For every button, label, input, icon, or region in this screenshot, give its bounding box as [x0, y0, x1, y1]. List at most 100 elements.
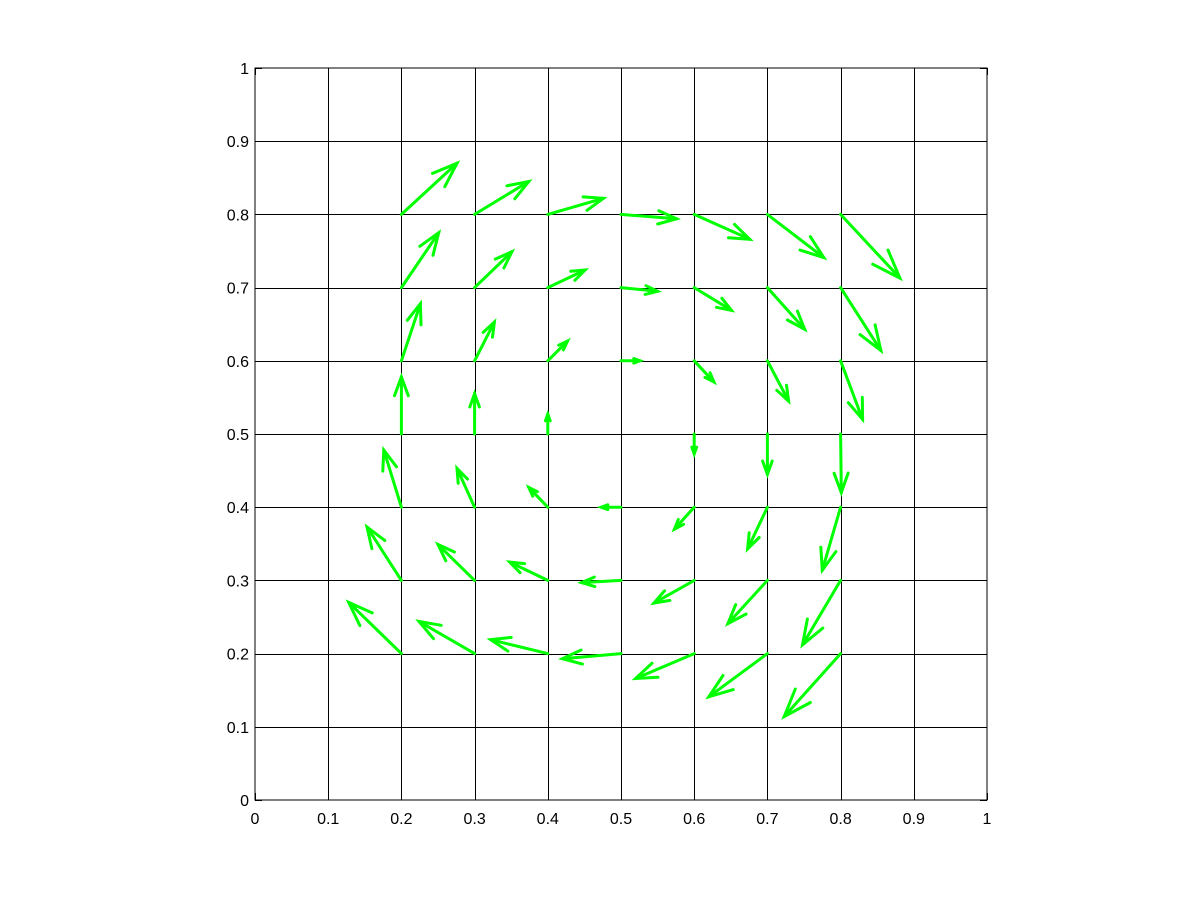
arrow-head	[434, 541, 456, 563]
arrow-head	[656, 209, 681, 226]
arrow-head	[832, 471, 850, 498]
vector-arrow	[800, 578, 843, 649]
vector-arrow	[765, 286, 808, 333]
arrow-shaft	[692, 286, 734, 312]
vector-arrow	[399, 229, 442, 290]
arrow-head	[781, 687, 812, 720]
arrow-head	[690, 445, 699, 459]
arrow-shaft	[765, 359, 791, 403]
arrow-shaft	[619, 286, 660, 293]
arrow-head	[581, 195, 608, 212]
vector-arrow	[765, 359, 791, 405]
vector-arrow	[671, 505, 696, 533]
arrow-shaft	[527, 485, 550, 509]
arrow-shaft	[382, 448, 403, 509]
arrow-head	[557, 337, 571, 352]
arrow-head	[871, 248, 903, 282]
vector-arrow	[596, 503, 623, 512]
x-tick-label: 0.1	[317, 811, 339, 828]
arrow-head	[858, 323, 884, 355]
arrow-shaft	[782, 652, 843, 719]
y-tick-label: 0.4	[227, 500, 249, 517]
vector-arrow	[473, 248, 516, 290]
vector-arrow	[558, 648, 623, 666]
vector-arrow	[761, 432, 774, 479]
arrow-shaft	[579, 578, 623, 585]
arrow-shaft	[365, 525, 403, 582]
arrow-head	[455, 464, 469, 485]
arrow-head	[415, 619, 443, 641]
vector-arrow	[705, 652, 769, 700]
y-tick-label: 0.8	[227, 207, 249, 224]
y-tick-label: 0.2	[227, 647, 249, 664]
vector-arrows	[345, 160, 903, 720]
vector-arrow	[399, 160, 461, 216]
vector-arrow	[692, 212, 754, 242]
arrow-head	[632, 357, 645, 365]
arrow-shaft	[692, 359, 716, 384]
arrow-shaft	[839, 212, 902, 280]
arrow-head	[785, 309, 808, 333]
arrow-head	[798, 235, 828, 261]
y-tick-label: 0	[240, 793, 249, 810]
arrow-head	[745, 531, 761, 553]
arrow-shaft	[489, 638, 550, 656]
vector-arrow	[525, 484, 550, 509]
vector-arrow	[577, 575, 623, 589]
arrow-shaft	[347, 600, 403, 656]
vector-arrow	[381, 445, 403, 509]
arrow-head	[486, 635, 513, 653]
arrow-head	[650, 589, 672, 606]
vector-arrow	[486, 635, 550, 656]
y-tick-label: 0.7	[227, 281, 249, 298]
arrow-shaft	[839, 359, 865, 421]
vector-arrow	[468, 389, 481, 436]
vector-arrow	[546, 337, 571, 363]
arrow-shaft	[508, 560, 550, 582]
arrow-head	[577, 575, 597, 589]
arrow-head	[505, 179, 533, 201]
vector-arrow	[619, 209, 681, 226]
arrow-shaft	[417, 619, 477, 656]
vector-arrow	[839, 359, 865, 424]
arrow-shaft	[746, 505, 769, 551]
vector-arrow	[819, 505, 843, 575]
x-tick-label: 0.8	[829, 811, 851, 828]
x-tick-labels: 0 0.1 0.2 0.3 0.4 0.5 0.6 0.7 0.8 0.9 1	[251, 811, 992, 828]
arrow-head	[418, 229, 442, 257]
arrow-shaft	[560, 652, 623, 661]
arrow-shaft	[399, 161, 459, 216]
vector-arrow	[345, 599, 403, 656]
vector-arrow	[692, 286, 736, 313]
vector-arrow	[393, 372, 410, 436]
arrow-head	[345, 599, 374, 628]
arrow-shaft	[455, 466, 477, 509]
vector-arrow	[546, 268, 590, 290]
axis-ticks	[255, 68, 988, 801]
arrow-head	[727, 222, 754, 242]
vector-arrow	[692, 359, 718, 386]
arrow-head	[569, 268, 590, 282]
arrow-shaft	[619, 212, 679, 221]
arrow-shaft	[546, 339, 570, 363]
arrow-head	[381, 445, 398, 473]
y-tick-label: 0.1	[227, 720, 249, 737]
arrow-shaft	[692, 212, 752, 241]
x-tick-label: 0.6	[683, 811, 705, 828]
arrow-shaft	[726, 578, 769, 626]
arrow-shaft	[634, 652, 696, 680]
vector-arrow	[543, 409, 552, 436]
arrow-shaft	[436, 543, 477, 582]
arrow-head	[724, 603, 748, 627]
arrow-head	[405, 299, 423, 327]
vector-arrow	[839, 212, 903, 282]
vector-arrow	[455, 464, 477, 509]
vector-arrow	[619, 357, 645, 365]
vector-arrow	[415, 619, 477, 656]
arrow-head	[596, 503, 610, 512]
arrow-head	[671, 518, 686, 533]
arrow-head	[631, 661, 660, 681]
vector-arrow	[619, 284, 662, 296]
grid-lines	[255, 68, 987, 800]
arrow-shaft	[765, 286, 807, 331]
